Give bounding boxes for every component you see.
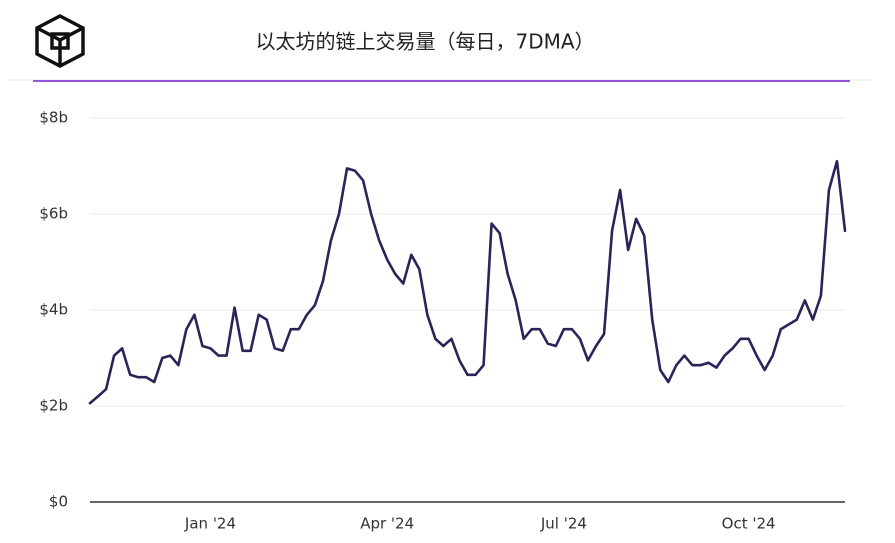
y-tick-label: $2b <box>39 397 68 415</box>
data-line <box>88 159 847 405</box>
y-tick-label: $4b <box>39 301 68 319</box>
y-tick-label: $0 <box>49 493 68 511</box>
chart-title: 以太坊的链上交易量（每日，7DMA） <box>255 30 594 54</box>
x-tick-label: Apr '24 <box>360 515 414 533</box>
y-tick-label: $6b <box>39 205 68 223</box>
x-tick-label: Jan '24 <box>184 515 236 533</box>
logo <box>35 14 85 68</box>
x-tick-label: Oct '24 <box>722 515 776 533</box>
y-tick-label: $8b <box>39 109 68 127</box>
x-tick-label: Jul '24 <box>540 515 587 533</box>
